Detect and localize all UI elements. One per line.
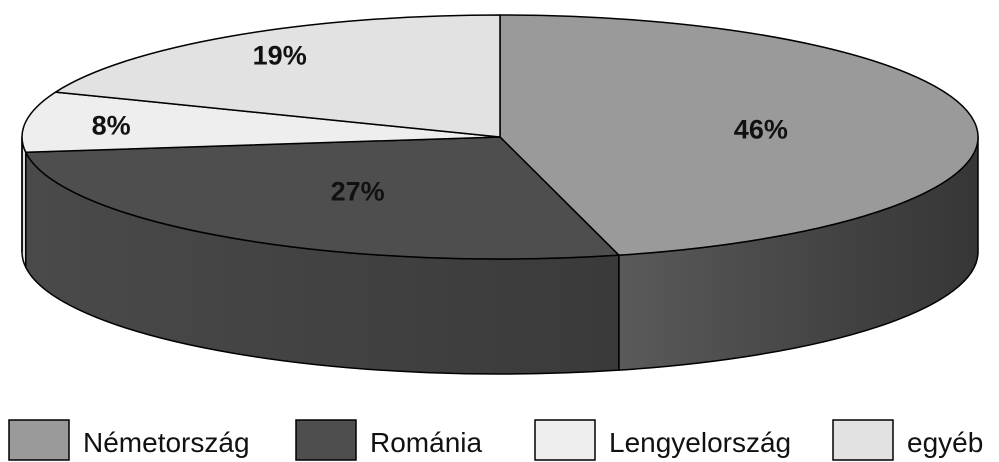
- pie-slice-0: [499, 14, 979, 256]
- legend-swatch-3: [832, 419, 894, 461]
- pie-slice-3: [54, 14, 501, 138]
- legend-label-2: Lengyelország: [609, 427, 791, 458]
- pct-label-2: 8%: [92, 110, 131, 140]
- legend-item-2: Lengyelország: [534, 419, 791, 461]
- legend-item-1: Románia: [295, 419, 482, 461]
- legend: Németország Románia Lengyelország egyéb: [8, 419, 983, 461]
- legend-label-1: Románia: [370, 427, 482, 458]
- legend-label-3: egyéb: [907, 427, 983, 458]
- pie-slice-2: [21, 91, 501, 154]
- pie-tops: [21, 14, 979, 260]
- pie-slice-1: [25, 136, 620, 260]
- legend-label-0: Németország: [83, 427, 250, 458]
- percentage-labels: 46% 27% 8% 19%: [92, 40, 788, 206]
- pct-label-0: 46%: [734, 115, 788, 145]
- legend-item-3: egyéb: [832, 419, 983, 461]
- legend-swatch-0: [8, 419, 70, 461]
- pct-label-3: 19%: [253, 40, 307, 70]
- legend-item-0: Németország: [8, 419, 250, 461]
- legend-swatch-1: [295, 419, 357, 461]
- pct-label-1: 27%: [331, 176, 385, 206]
- legend-swatch-2: [534, 419, 596, 461]
